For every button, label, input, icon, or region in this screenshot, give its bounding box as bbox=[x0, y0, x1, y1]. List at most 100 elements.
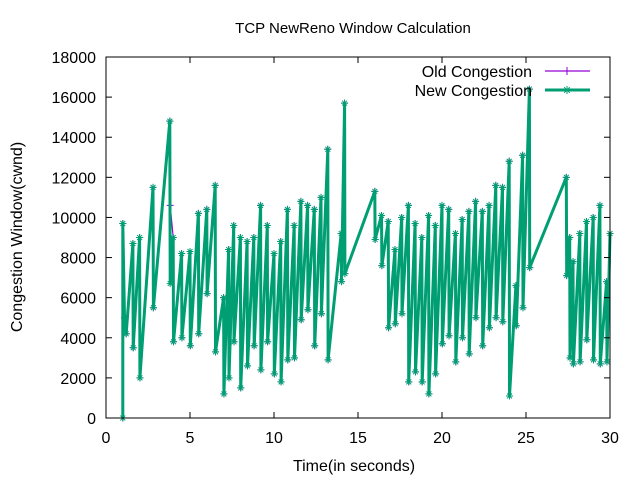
data-point bbox=[451, 229, 459, 237]
data-point bbox=[526, 264, 534, 272]
data-point bbox=[195, 330, 203, 338]
data-point bbox=[170, 338, 178, 346]
data-point bbox=[324, 145, 332, 153]
data-point bbox=[270, 370, 278, 378]
data-point bbox=[398, 310, 406, 318]
data-point bbox=[505, 157, 513, 165]
data-point bbox=[418, 378, 426, 386]
data-point bbox=[512, 322, 520, 330]
data-point bbox=[438, 201, 446, 209]
data-point bbox=[270, 250, 278, 258]
data-point bbox=[485, 201, 493, 209]
data-point bbox=[445, 332, 453, 340]
data-point bbox=[341, 99, 349, 107]
data-point bbox=[178, 250, 186, 258]
data-point bbox=[569, 258, 577, 266]
data-point bbox=[458, 334, 466, 342]
data-point bbox=[119, 219, 127, 227]
data-point bbox=[166, 280, 174, 288]
data-point bbox=[257, 366, 265, 374]
x-tick-label: 15 bbox=[349, 430, 367, 447]
data-point bbox=[337, 229, 345, 237]
legend-label: Old Congestion bbox=[422, 64, 532, 81]
x-axis: 0 5 10 15 20 25 30 bbox=[102, 57, 619, 447]
data-point bbox=[425, 211, 433, 219]
data-point bbox=[425, 390, 433, 398]
data-point bbox=[311, 342, 319, 350]
data-point bbox=[452, 358, 460, 366]
data-point bbox=[371, 236, 379, 244]
y-tick-label: 6000 bbox=[60, 291, 96, 308]
data-point bbox=[136, 374, 144, 382]
data-point bbox=[220, 294, 228, 302]
y-tick-label: 4000 bbox=[60, 331, 96, 348]
data-point bbox=[492, 181, 500, 189]
data-point bbox=[324, 356, 332, 364]
data-point bbox=[384, 217, 392, 225]
data-point bbox=[582, 217, 590, 225]
data-point bbox=[391, 320, 399, 328]
data-point bbox=[569, 360, 577, 368]
legend: Old Congestion New Congestion bbox=[415, 64, 590, 100]
data-point bbox=[498, 183, 506, 191]
data-point bbox=[203, 290, 211, 298]
y-axis-label: Congestion Window(cwnd) bbox=[9, 142, 26, 332]
series-old-congestion bbox=[119, 85, 614, 422]
data-point bbox=[149, 304, 157, 312]
data-point bbox=[120, 314, 128, 322]
data-point bbox=[304, 201, 312, 209]
data-point bbox=[499, 318, 507, 326]
y-axis: 0 2000 4000 6000 8000 10000 12000 14000 16000 180… bbox=[52, 50, 610, 428]
legend-item: New Congestion bbox=[415, 83, 590, 100]
data-point bbox=[317, 310, 325, 318]
data-point bbox=[576, 229, 584, 237]
data-point bbox=[378, 262, 386, 270]
data-point bbox=[378, 211, 386, 219]
data-point bbox=[465, 350, 473, 358]
data-point bbox=[243, 238, 251, 246]
x-tick-label: 20 bbox=[433, 430, 451, 447]
x-tick-label: 25 bbox=[517, 430, 535, 447]
y-tick-label: 8000 bbox=[60, 251, 96, 268]
data-point bbox=[478, 207, 486, 215]
data-point bbox=[283, 205, 291, 213]
plot-series bbox=[119, 85, 614, 422]
data-point bbox=[519, 151, 527, 159]
data-point bbox=[178, 334, 186, 342]
data-point bbox=[431, 221, 439, 229]
data-point bbox=[405, 378, 413, 386]
data-point bbox=[438, 340, 446, 348]
data-point bbox=[194, 209, 202, 217]
data-point bbox=[136, 234, 144, 241]
data-point bbox=[562, 173, 570, 181]
data-point bbox=[230, 338, 238, 346]
data-point bbox=[472, 314, 480, 322]
y-tick-label: 2000 bbox=[60, 371, 96, 388]
data-point bbox=[472, 197, 480, 205]
data-point bbox=[492, 314, 500, 322]
data-point bbox=[211, 181, 219, 189]
data-point bbox=[338, 278, 346, 286]
data-point bbox=[263, 221, 271, 229]
data-point bbox=[250, 234, 258, 241]
y-tick-label: 18000 bbox=[52, 50, 97, 67]
data-point bbox=[230, 221, 238, 229]
data-point bbox=[603, 278, 611, 286]
x-tick-label: 5 bbox=[186, 430, 195, 447]
data-point bbox=[264, 338, 272, 346]
y-tick-label: 10000 bbox=[52, 210, 97, 227]
data-point bbox=[212, 348, 220, 356]
data-point bbox=[277, 378, 285, 386]
data-point bbox=[186, 248, 194, 256]
data-point bbox=[297, 316, 305, 324]
data-point bbox=[290, 221, 298, 229]
y-tick-label: 14000 bbox=[52, 130, 97, 147]
data-point bbox=[236, 234, 244, 241]
data-point bbox=[589, 213, 597, 221]
legend-marker bbox=[563, 86, 571, 94]
data-point bbox=[257, 201, 265, 209]
data-point bbox=[506, 392, 514, 400]
data-point bbox=[583, 336, 591, 344]
data-point bbox=[512, 282, 520, 290]
